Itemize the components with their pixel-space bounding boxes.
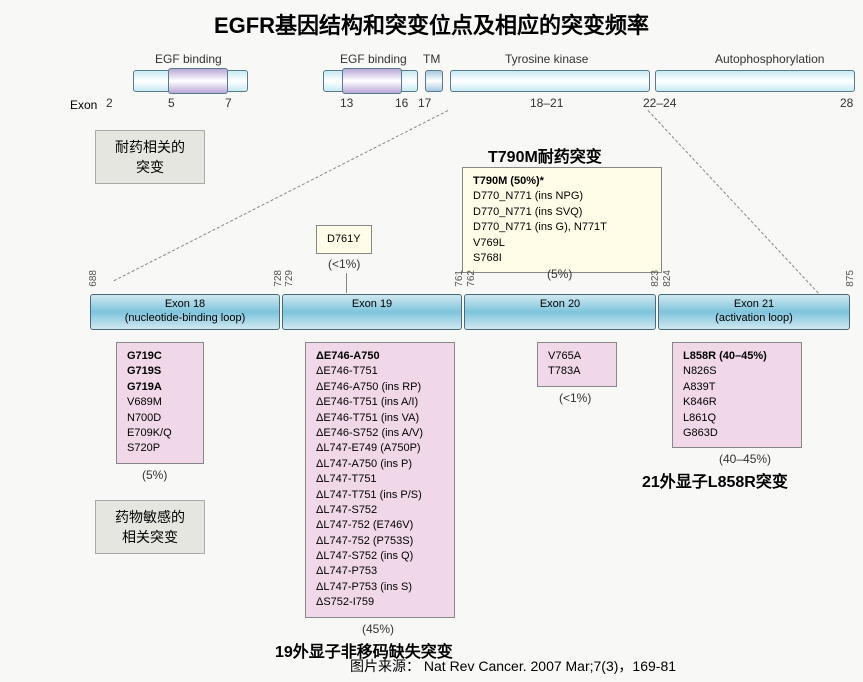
mutation-entry: D770_N771 (ins NPG) bbox=[473, 189, 651, 204]
exon-tick: 22–24 bbox=[643, 96, 676, 110]
freq-label: (40–45%) bbox=[719, 452, 771, 466]
mutation-entry: G719S bbox=[127, 364, 193, 379]
mutation-entry: V765A bbox=[548, 349, 606, 364]
mutation-entry: ΔL747-A750 (ins P) bbox=[316, 457, 444, 472]
egfr-domain-bar: EGF bindingEGF bindingTMTyrosine kinaseA… bbox=[105, 70, 855, 94]
mutation-entry: S720P bbox=[127, 441, 193, 456]
exon20-mutations: V765AT783A bbox=[537, 342, 617, 387]
mutation-entry: ΔE746-T751 bbox=[316, 364, 444, 379]
freq-label: (5%) bbox=[142, 468, 167, 482]
exon-tick: 28 bbox=[840, 96, 853, 110]
domain-segment bbox=[425, 70, 443, 92]
t790m-box: T790M (50%)*D770_N771 (ins NPG)D770_N771… bbox=[462, 167, 662, 273]
exon-detail-segment: Exon 20 bbox=[464, 294, 656, 330]
mutation-entry: K846R bbox=[683, 395, 791, 410]
mutation-entry: ΔE746-S752 (ins A/V) bbox=[316, 426, 444, 441]
connector-line bbox=[346, 273, 347, 293]
exon-tick: 16 bbox=[395, 96, 408, 110]
freq-label: (<1%) bbox=[559, 391, 591, 405]
mutation-entry: V689M bbox=[127, 395, 193, 410]
mutation-entry: ΔL747-752 (P753S) bbox=[316, 534, 444, 549]
mutation-entry: ΔE746-A750 bbox=[316, 349, 444, 364]
category-box: 药物敏感的相关突变 bbox=[95, 500, 205, 554]
exon-detail-segment: Exon 19 bbox=[282, 294, 462, 330]
freq-label: (5%) bbox=[547, 267, 572, 281]
freq-label: (45%) bbox=[362, 622, 394, 636]
mutation-entry: G719A bbox=[127, 380, 193, 395]
mutation-entry: ΔL747-E749 (A750P) bbox=[316, 441, 444, 456]
freq-label: (<1%) bbox=[328, 257, 360, 271]
mutation-entry: ΔE746-T751 (ins A/I) bbox=[316, 395, 444, 410]
exon-tick: 7 bbox=[225, 96, 232, 110]
mutation-entry: T790M (50%)* bbox=[473, 174, 651, 189]
position-tick: 728 bbox=[273, 270, 284, 287]
mutation-entry: T783A bbox=[548, 364, 606, 379]
position-tick: 762 bbox=[466, 270, 477, 287]
domain-label: Autophosphorylation bbox=[715, 52, 824, 66]
mutation-entry: ΔL747-T751 bbox=[316, 472, 444, 487]
mutation-entry: D770_N771 (ins SVQ) bbox=[473, 205, 651, 220]
position-tick: 824 bbox=[662, 270, 673, 287]
mutation-entry: ΔE746-A750 (ins RP) bbox=[316, 380, 444, 395]
position-tick: 688 bbox=[88, 270, 99, 287]
mutation-entry: ΔL747-752 (E746V) bbox=[316, 518, 444, 533]
exon-tick: 17 bbox=[418, 96, 431, 110]
citation-text: Nat Rev Cancer. 2007 Mar;7(3)，169-81 bbox=[424, 658, 676, 674]
position-tick: 823 bbox=[650, 270, 661, 287]
exon-tick: 2 bbox=[106, 96, 113, 110]
mutation-entry: D770_N771 (ins G), N771T bbox=[473, 220, 651, 235]
exon18-mutations: G719CG719SG719AV689MN700DE709K/QS720P bbox=[116, 342, 204, 464]
position-tick: 761 bbox=[454, 270, 465, 287]
mutation-entry: A839T bbox=[683, 380, 791, 395]
exon-tick: 5 bbox=[168, 96, 175, 110]
exon21-mutations: L858R (40–45%)N826SA839TK846RL861QG863D bbox=[672, 342, 802, 448]
mutation-entry: ΔL747-P753 (ins S) bbox=[316, 580, 444, 595]
mutation-entry: E709K/Q bbox=[127, 426, 193, 441]
domain-segment bbox=[655, 70, 855, 92]
mutation-entry: ΔL747-T751 (ins P/S) bbox=[316, 488, 444, 503]
mutation-entry: ΔL747-S752 bbox=[316, 503, 444, 518]
domain-label: EGF binding bbox=[340, 52, 407, 66]
domain-label: EGF binding bbox=[155, 52, 222, 66]
mutation-entry: ΔS752-I759 bbox=[316, 595, 444, 610]
diagram-title: EGFR基因结构和突变位点及相应的突变频率 bbox=[0, 0, 863, 40]
mutation-entry: ΔL747-P753 bbox=[316, 564, 444, 579]
mutation-entry: ΔE746-T751 (ins VA) bbox=[316, 411, 444, 426]
position-tick: 729 bbox=[284, 270, 295, 287]
exon-detail-bar: Exon 18(nucleotide-binding loop)Exon 19E… bbox=[90, 294, 850, 332]
mutation-caption: 19外显子非移码缺失突变 bbox=[275, 638, 453, 662]
exon-tick: 13 bbox=[340, 96, 353, 110]
domain-segment bbox=[342, 68, 402, 94]
mutation-entry: L858R (40–45%) bbox=[683, 349, 791, 364]
exon19-mutations: ΔE746-A750ΔE746-T751ΔE746-A750 (ins RP)Δ… bbox=[305, 342, 455, 618]
mutation-caption: 21外显子L858R突变 bbox=[642, 468, 788, 492]
mutation-entry: V769L bbox=[473, 236, 651, 251]
exon-detail-segment: Exon 21(activation loop) bbox=[658, 294, 850, 330]
domain-label: Tyrosine kinase bbox=[505, 52, 588, 66]
category-box: 耐药相关的突变 bbox=[95, 130, 205, 184]
exon-detail-segment: Exon 18(nucleotide-binding loop) bbox=[90, 294, 280, 330]
mutation-entry: N826S bbox=[683, 364, 791, 379]
domain-segment bbox=[168, 68, 228, 94]
exon-tick: 18–21 bbox=[530, 96, 563, 110]
mutation-entry: G719C bbox=[127, 349, 193, 364]
mutation-entry: L861Q bbox=[683, 411, 791, 426]
mutation-entry: S768I bbox=[473, 251, 651, 266]
d761y-box: D761Y bbox=[316, 225, 372, 254]
exon-prefix-label: Exon bbox=[70, 98, 97, 112]
mutation-entry: N700D bbox=[127, 411, 193, 426]
mutation-entry: ΔL747-S752 (ins Q) bbox=[316, 549, 444, 564]
domain-segment bbox=[450, 70, 650, 92]
t790m-title: T790M耐药突变 bbox=[488, 143, 602, 167]
domain-label: TM bbox=[423, 52, 440, 66]
position-tick: 875 bbox=[845, 270, 856, 287]
mutation-entry: G863D bbox=[683, 426, 791, 441]
expand-line-right bbox=[648, 110, 836, 312]
